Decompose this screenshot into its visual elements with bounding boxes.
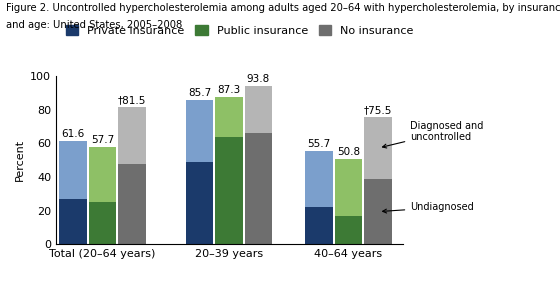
Bar: [186, 100, 213, 162]
Bar: [59, 199, 87, 244]
Bar: [335, 216, 362, 244]
Text: 50.8: 50.8: [337, 147, 360, 157]
Bar: [215, 97, 242, 137]
Text: Diagnosed and
uncontrolled: Diagnosed and uncontrolled: [382, 121, 484, 148]
Y-axis label: Percent: Percent: [15, 139, 25, 181]
Bar: [305, 151, 333, 207]
Bar: [305, 207, 333, 244]
Legend: Private insurance, Public insurance, No insurance: Private insurance, Public insurance, No …: [62, 20, 418, 40]
Bar: [88, 147, 116, 202]
Bar: [88, 202, 116, 244]
Text: 87.3: 87.3: [217, 85, 241, 95]
Text: 61.6: 61.6: [61, 129, 85, 139]
Text: †81.5: †81.5: [118, 95, 146, 105]
Bar: [364, 117, 391, 179]
Bar: [118, 164, 146, 244]
Bar: [59, 140, 87, 199]
Bar: [364, 179, 391, 244]
Bar: [118, 107, 146, 164]
Bar: [215, 137, 242, 244]
Bar: [186, 162, 213, 244]
Text: Undiagnosed: Undiagnosed: [382, 202, 474, 213]
Text: †75.5: †75.5: [363, 105, 392, 115]
Text: and age: United States, 2005–2008: and age: United States, 2005–2008: [6, 20, 182, 30]
Text: 57.7: 57.7: [91, 135, 114, 145]
Text: 85.7: 85.7: [188, 88, 211, 98]
Bar: [245, 86, 272, 133]
Text: Figure 2. Uncontrolled hypercholesterolemia among adults aged 20–64 with hyperch: Figure 2. Uncontrolled hypercholesterole…: [6, 3, 560, 13]
Text: 93.8: 93.8: [247, 74, 270, 84]
Bar: [335, 159, 362, 216]
Bar: [245, 133, 272, 244]
Text: 55.7: 55.7: [307, 139, 330, 149]
